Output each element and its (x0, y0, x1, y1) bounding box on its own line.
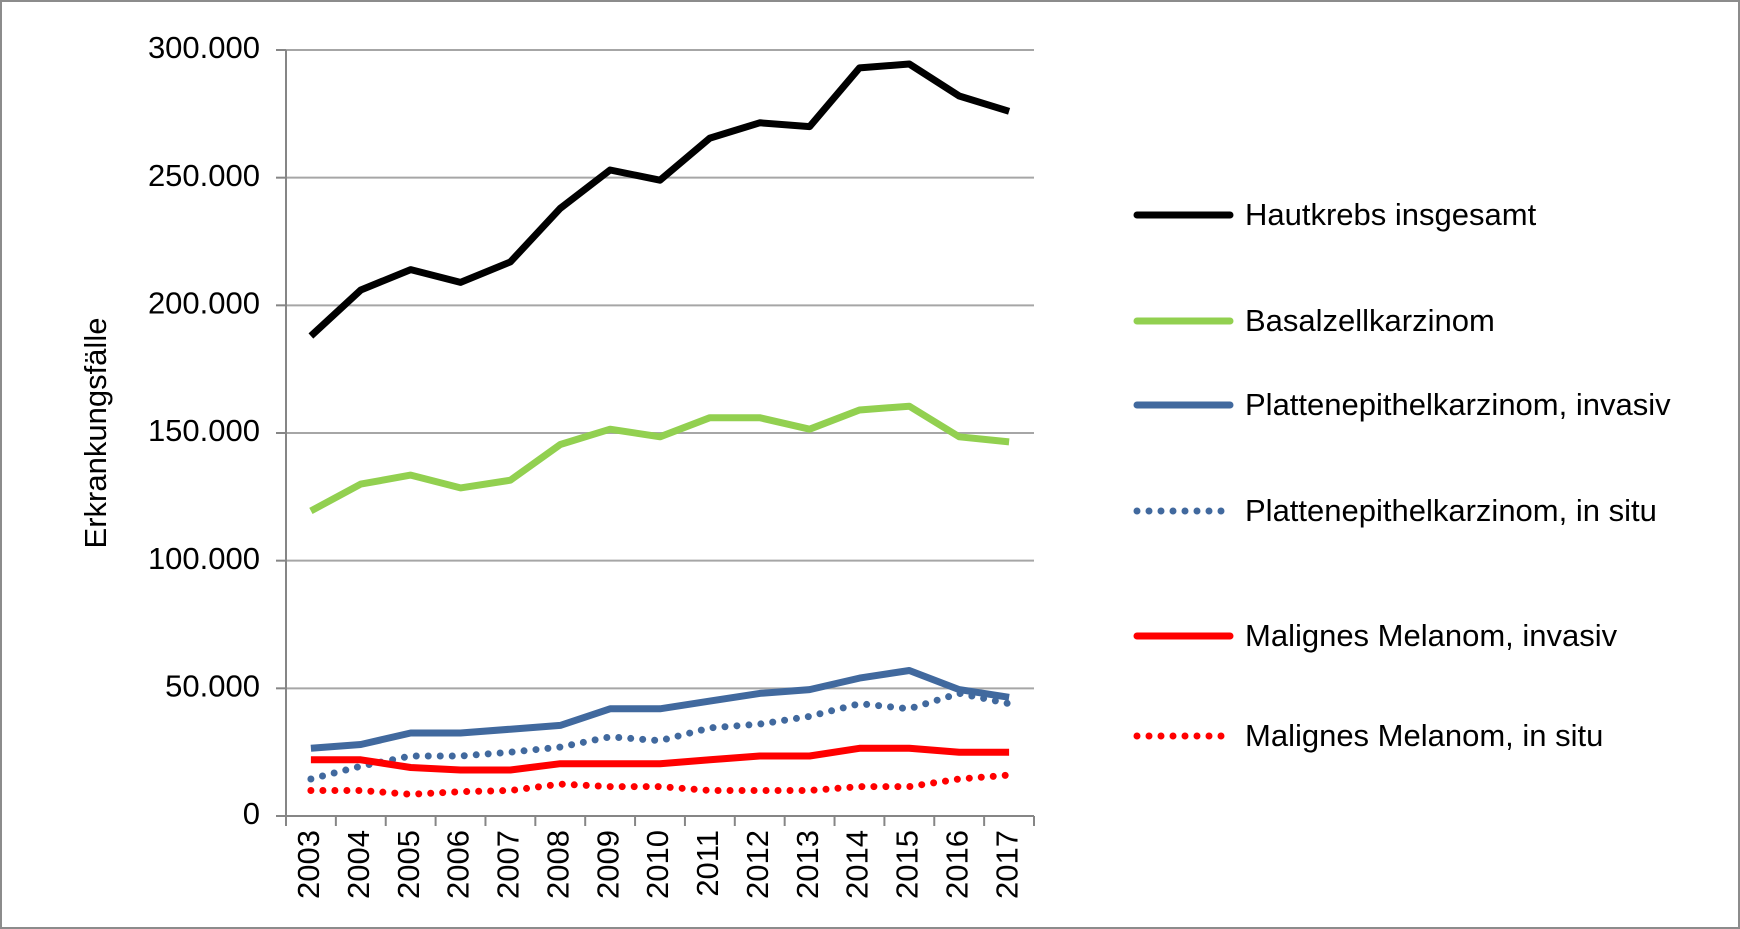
legend-label: Basalzellkarzinom (1245, 303, 1495, 338)
x-tick-label: 2004 (341, 830, 376, 899)
legend-label: Hautkrebs insgesamt (1245, 197, 1537, 232)
series-line (309, 402, 1010, 514)
x-tick-label: 2003 (291, 830, 326, 899)
x-tick-label: 2015 (890, 830, 925, 899)
x-tick-label: 2006 (441, 830, 476, 899)
x-tick-label: 2013 (790, 830, 825, 899)
y-axis-label: Erkrankungsfälle (78, 318, 113, 549)
y-tick-label: 300.000 (148, 30, 260, 65)
x-tick-label: 2017 (989, 830, 1024, 899)
series-line (310, 744, 1010, 774)
x-tick-label: 2010 (640, 830, 675, 899)
x-tick-label: 2007 (491, 830, 526, 899)
x-tick-label: 2008 (540, 830, 575, 899)
legend-label: Plattenepithelkarzinom, in situ (1245, 493, 1657, 528)
y-tick-label: 100.000 (148, 541, 260, 576)
y-tick-label: 250.000 (148, 158, 260, 193)
x-tick-label: 2012 (740, 830, 775, 899)
x-tick-label: 2009 (590, 830, 625, 899)
series-line (310, 667, 1010, 752)
y-tick-label: 0 (243, 796, 260, 831)
x-tick-label: 2014 (840, 830, 875, 899)
y-tick-label: 200.000 (148, 286, 260, 321)
x-tick-label: 2011 (690, 830, 725, 897)
legend-label: Plattenepithelkarzinom, invasiv (1245, 387, 1671, 422)
y-tick-label: 150.000 (148, 413, 260, 448)
series-line (308, 60, 1011, 339)
x-tick-label: 2005 (391, 830, 426, 899)
x-tick-label: 2016 (939, 830, 974, 899)
legend-label: Malignes Melanom, in situ (1245, 718, 1604, 753)
legend-label: Malignes Melanom, invasiv (1245, 618, 1618, 653)
series-line (307, 771, 1013, 798)
y-tick-label: 50.000 (165, 669, 260, 704)
series-line (307, 689, 1013, 783)
